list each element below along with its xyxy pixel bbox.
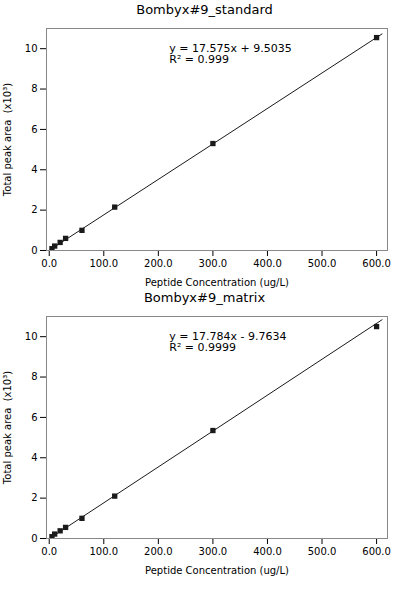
svg-text:100.0: 100.0 [89,258,118,269]
svg-text:300.0: 300.0 [199,258,228,269]
svg-text:0.0: 0.0 [41,258,57,269]
svg-text:Total peak area (x10³): Total peak area (x10³) [2,371,13,485]
svg-text:y = 17.784x - 9.7634R² = 0.999: y = 17.784x - 9.7634R² = 0.9999 [169,330,286,354]
svg-text:2: 2 [31,492,37,503]
svg-text:0: 0 [31,245,37,256]
svg-text:100.0: 100.0 [89,546,118,557]
svg-text:300.0: 300.0 [199,546,228,557]
svg-text:200.0: 200.0 [144,546,173,557]
svg-text:200.0: 200.0 [144,258,173,269]
svg-text:y = 17.575x + 9.5035R² = 0.999: y = 17.575x + 9.5035R² = 0.999 [169,42,291,66]
svg-text:400.0: 400.0 [253,258,282,269]
html-text:Bombyx#9_standard: Bombyx#9_standard [136,2,273,17]
svg-text:6: 6 [31,412,37,423]
svg-text:Peptide Concentration (ug/L): Peptide Concentration (ug/L) [145,277,289,288]
svg-text:2: 2 [31,204,37,215]
svg-text:8: 8 [31,83,37,94]
svg-text:500.0: 500.0 [308,258,337,269]
svg-text:6: 6 [31,124,37,135]
html-text:Bombyx#9_matrix: Bombyx#9_matrix [143,290,266,305]
svg-text:600.0: 600.0 [362,258,391,269]
svg-text:10: 10 [25,43,38,54]
svg-text:4: 4 [31,164,37,175]
svg-text:8: 8 [31,371,37,382]
svg-text:400.0: 400.0 [253,546,282,557]
svg-text:600.0: 600.0 [362,546,391,557]
svg-text:Total peak area (x10³): Total peak area (x10³) [2,83,13,197]
svg-text:10: 10 [25,331,38,342]
svg-text:0: 0 [31,533,37,544]
svg-text:4: 4 [31,452,37,463]
svg-text:0.0: 0.0 [41,546,57,557]
svg-text:Peptide Concentration (ug/L): Peptide Concentration (ug/L) [145,565,289,576]
svg-text:500.0: 500.0 [308,546,337,557]
